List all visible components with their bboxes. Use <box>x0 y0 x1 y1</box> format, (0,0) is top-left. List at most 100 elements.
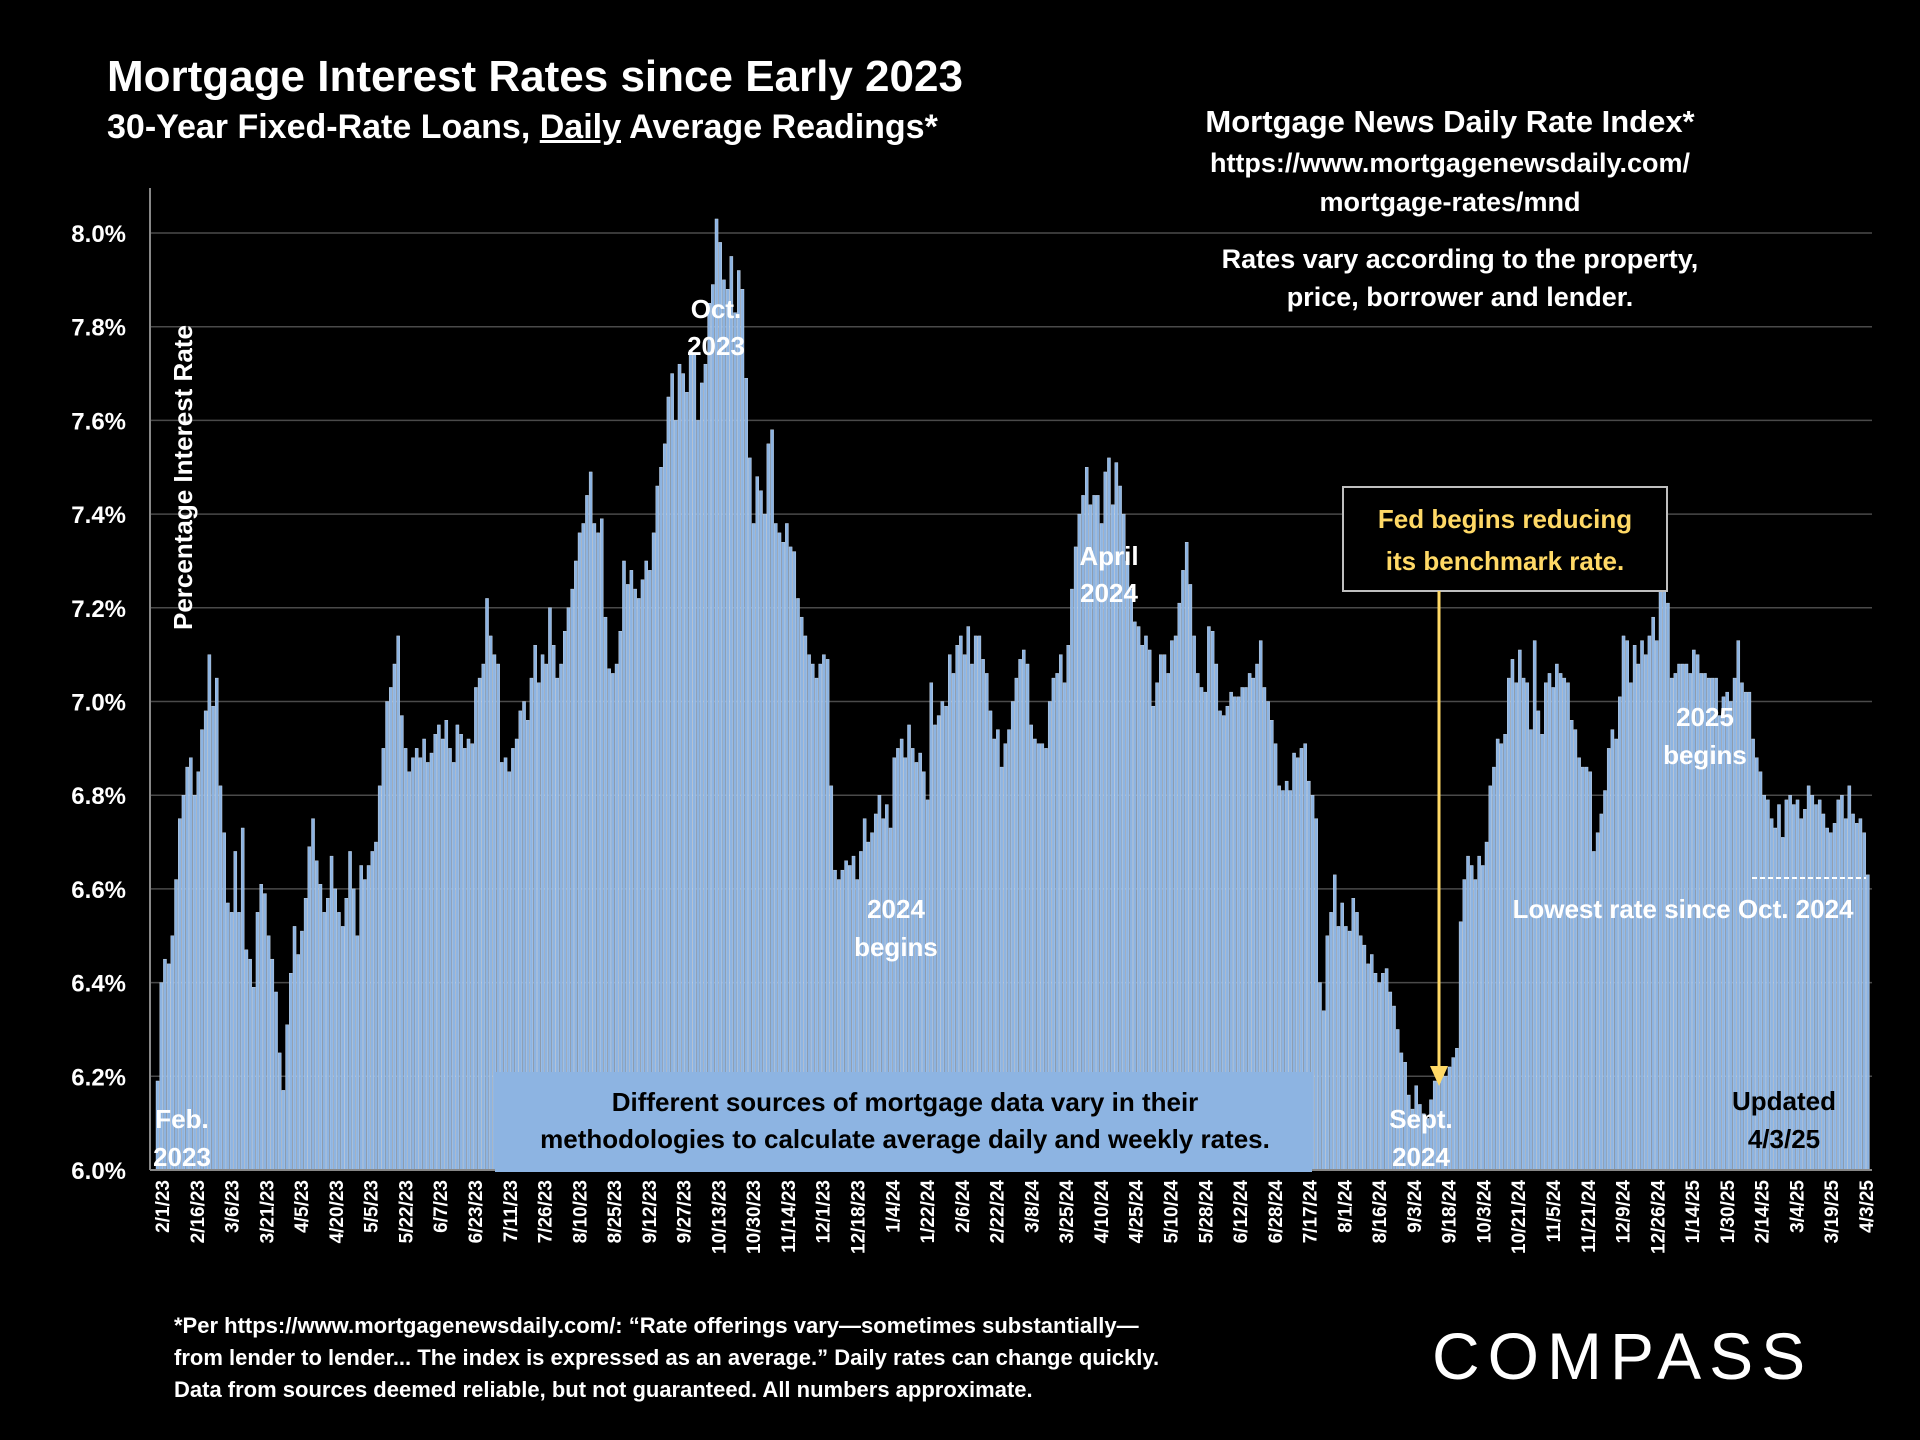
x-tick-label: 6/23/23 <box>466 1180 487 1243</box>
bar <box>314 860 319 1171</box>
annotation-feb-2023-line1: Feb. <box>155 1104 208 1134</box>
bar <box>488 635 493 1171</box>
bar <box>1381 973 1385 1171</box>
bar <box>1469 865 1474 1171</box>
bar <box>259 884 263 1171</box>
fed-callout-line1: Fed begins reducing <box>1378 504 1632 534</box>
x-tick-label: 1/4/24 <box>883 1180 904 1233</box>
bar <box>1495 738 1500 1171</box>
bar <box>374 841 378 1171</box>
bar <box>455 724 460 1171</box>
bar <box>1629 682 1633 1171</box>
bar <box>1503 734 1507 1171</box>
bar <box>1103 471 1107 1171</box>
bar <box>718 242 723 1171</box>
x-tick-label: 3/8/24 <box>1022 1180 1043 1233</box>
y-tick-label: 7.8% <box>71 315 126 342</box>
bar <box>359 865 363 1171</box>
bar <box>737 270 741 1171</box>
bar <box>1514 682 1518 1171</box>
bar <box>1347 930 1352 1171</box>
x-tick-label: 5/10/24 <box>1161 1180 1182 1244</box>
bar <box>389 687 393 1171</box>
bar <box>1581 766 1585 1171</box>
annotation-2024-begins-line2: begins <box>854 932 938 962</box>
bar <box>215 677 219 1171</box>
bar <box>1366 963 1370 1171</box>
bar <box>211 705 215 1171</box>
bar <box>444 720 449 1171</box>
bar <box>1373 973 1378 1171</box>
bar <box>1836 799 1840 1171</box>
bar <box>207 654 212 1171</box>
rate-chart: 6.0% 6.2% 6.4% 6.6% 6.8% 7.0% 7.2% 7.4% 7.6% 7.8%… <box>71 188 1878 1254</box>
bar <box>1829 832 1833 1171</box>
bar <box>414 748 419 1171</box>
bar <box>1484 841 1489 1171</box>
source-url-line2: mortgage-rates/mnd <box>1319 187 1581 217</box>
x-tick-label: 2/22/24 <box>988 1180 1009 1244</box>
annotation-april-2024-line1: April <box>1079 541 1138 571</box>
updated-line2: 4/3/25 <box>1748 1124 1820 1154</box>
x-tick-label: 11/5/24 <box>1544 1180 1565 1243</box>
annotation-2025-begins-line2: begins <box>1663 740 1747 770</box>
source-url-line1: https://www.mortgagenewsdaily.com/ <box>1209 148 1691 178</box>
bar <box>729 256 734 1171</box>
bar <box>666 396 671 1171</box>
bar <box>1862 832 1866 1171</box>
bar <box>229 912 234 1171</box>
bar <box>1525 682 1530 1171</box>
bar <box>1321 1010 1326 1171</box>
bar <box>759 490 763 1171</box>
bar <box>655 485 660 1171</box>
x-tick-label: 2/16/23 <box>188 1180 209 1243</box>
bar <box>366 865 371 1171</box>
bar <box>440 738 445 1171</box>
bar <box>1606 748 1611 1171</box>
x-tick-label: 4/25/24 <box>1127 1180 1148 1244</box>
bar <box>1362 944 1367 1171</box>
bar <box>1595 832 1600 1171</box>
y-tick-label: 6.4% <box>71 971 126 998</box>
bar <box>285 1024 289 1171</box>
bar <box>329 855 334 1171</box>
x-tick-label: 2/1/23 <box>153 1180 174 1233</box>
bar <box>422 738 426 1171</box>
x-tick-label: 6/28/24 <box>1266 1180 1287 1244</box>
bar <box>744 378 748 1171</box>
sources-note-line2: methodologies to calculate average daily… <box>540 1124 1270 1154</box>
bar <box>303 898 308 1171</box>
chart-title: Mortgage Interest Rates since Early 2023 <box>107 52 963 101</box>
bar <box>1481 865 1485 1171</box>
x-tick-label: 2/6/24 <box>953 1180 974 1233</box>
x-tick-label: 3/25/24 <box>1057 1180 1078 1244</box>
rates-vary-note-line1: Rates vary according to the property, <box>1221 244 1699 274</box>
subtitle-suffix: Average Readings* <box>621 108 938 146</box>
bar <box>1344 926 1348 1171</box>
bar <box>418 757 423 1171</box>
y-tick-label: 7.6% <box>71 408 126 435</box>
fed-callout-line2: its benchmark rate. <box>1386 546 1624 576</box>
bar <box>755 476 760 1171</box>
bar <box>1666 602 1670 1171</box>
bar <box>1377 982 1381 1171</box>
bar <box>1780 837 1785 1171</box>
bar <box>311 818 315 1171</box>
x-tick-label: 3/6/23 <box>223 1180 244 1233</box>
bar <box>1840 795 1844 1171</box>
bar <box>1529 729 1533 1171</box>
bar <box>703 363 708 1171</box>
bar <box>426 762 430 1171</box>
bar <box>466 738 471 1171</box>
bar <box>770 429 774 1171</box>
bar <box>707 303 711 1171</box>
x-tick-label: 7/26/23 <box>536 1180 557 1243</box>
bar <box>1854 823 1859 1171</box>
bar <box>766 443 771 1171</box>
x-tick-label: 12/9/24 <box>1614 1180 1635 1244</box>
footnote-line3: Data from sources deemed reliable, but n… <box>174 1377 1033 1402</box>
annotation-lowest-rate: Lowest rate since Oct. 2024 <box>1512 894 1854 924</box>
bar <box>1584 766 1589 1171</box>
bar <box>170 935 175 1171</box>
x-tick-label: 4/10/24 <box>1092 1180 1113 1244</box>
